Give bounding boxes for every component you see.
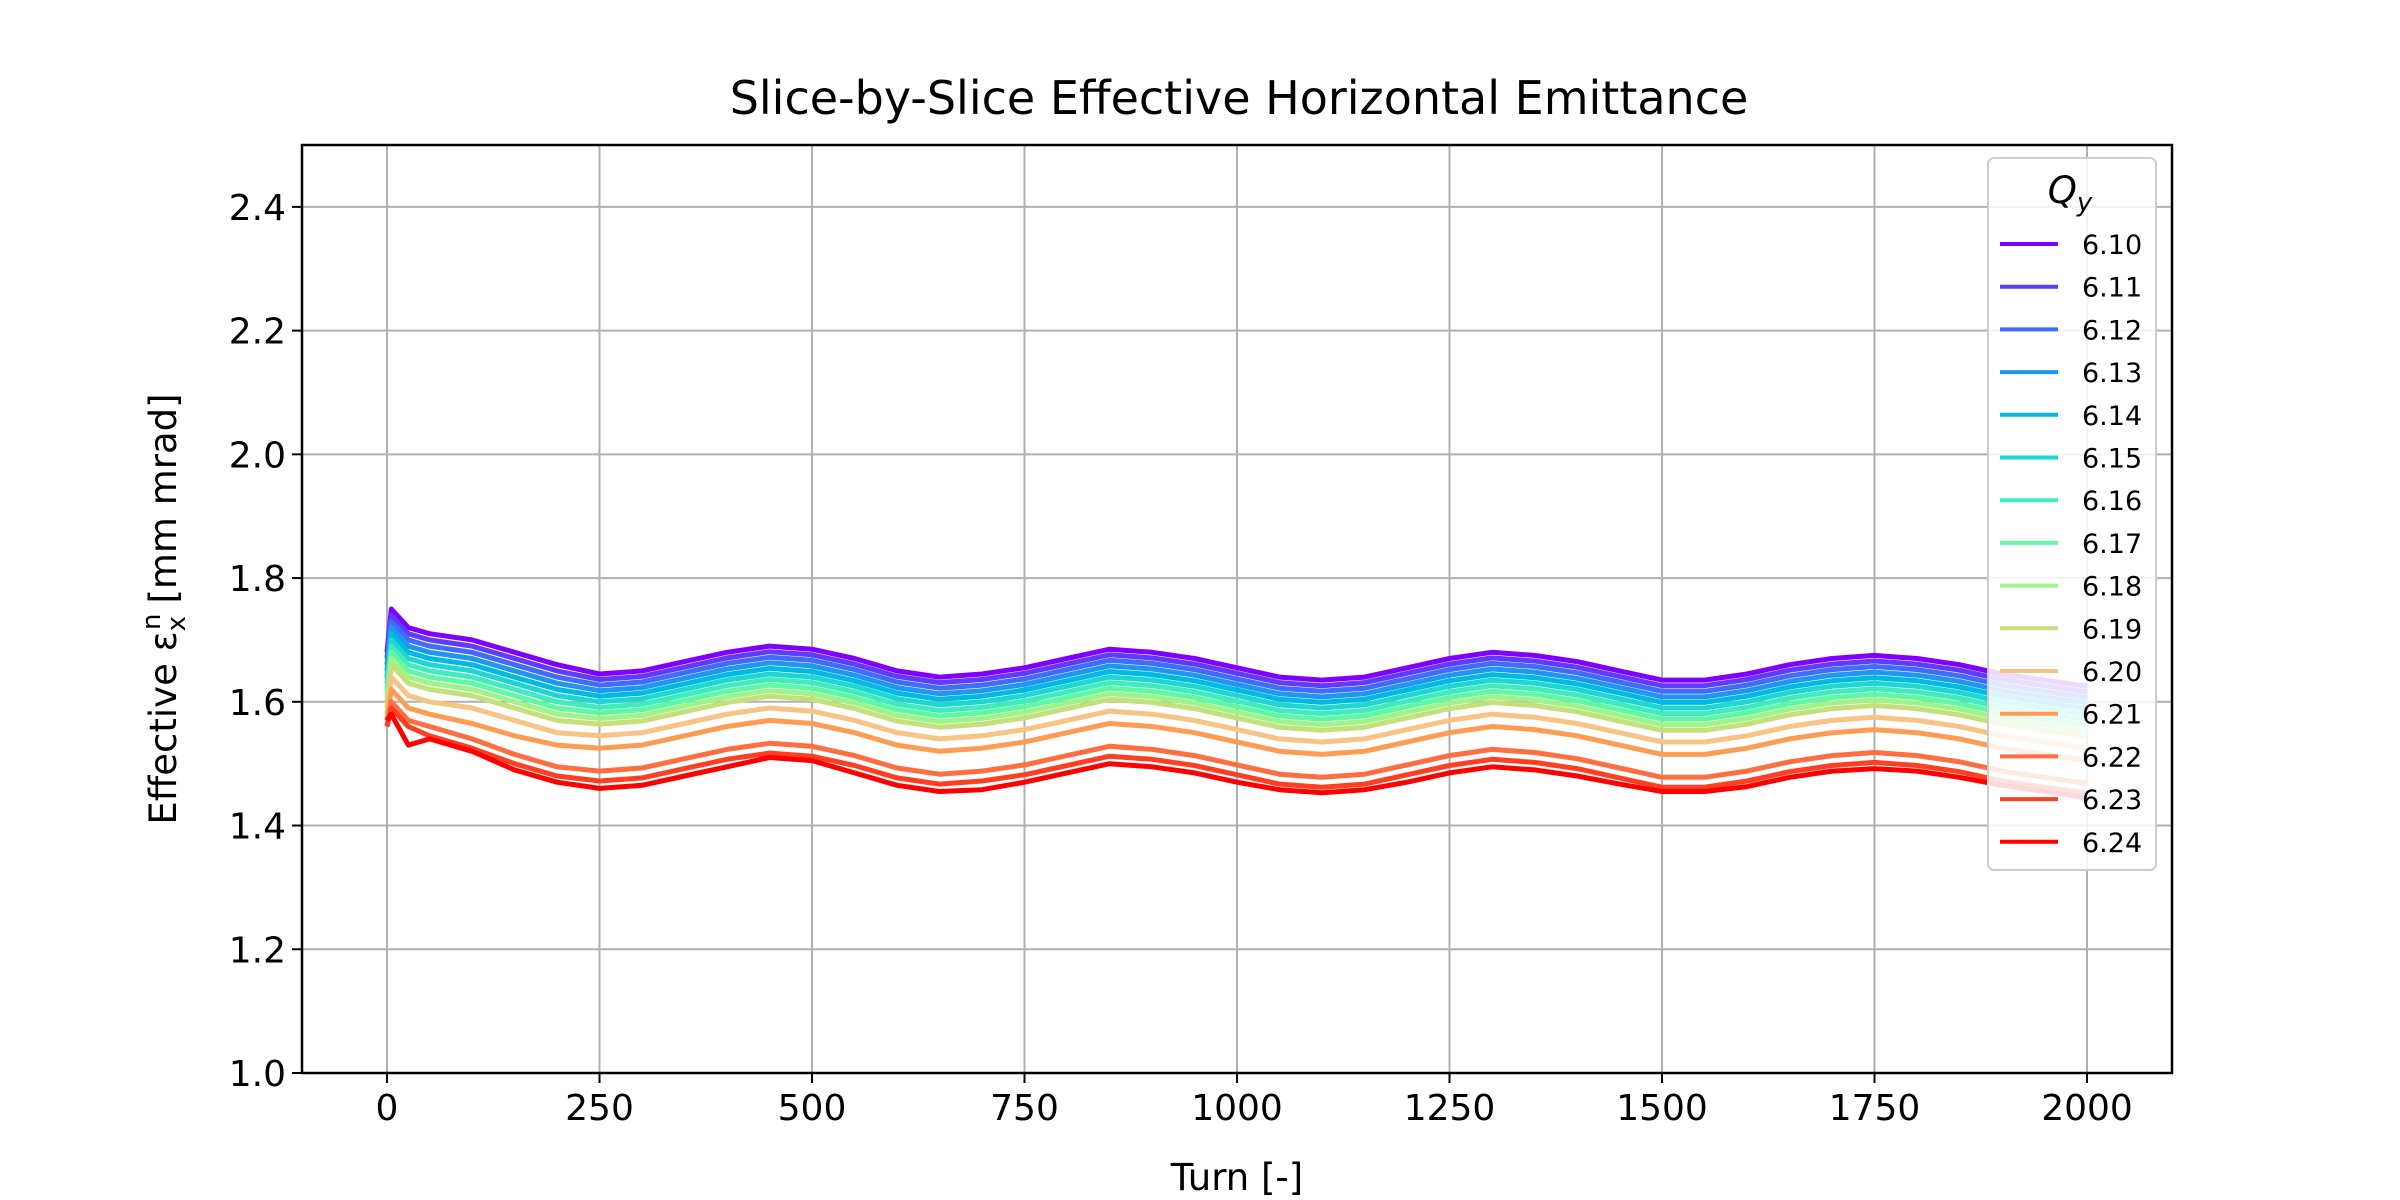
legend-entry: 6.23	[2082, 785, 2142, 816]
series-line-6.22	[384, 699, 2088, 786]
plot-frame	[300, 143, 2174, 1075]
legend-entry: 6.21	[2082, 700, 2142, 731]
legend-title-main: Q	[2048, 169, 2077, 212]
y-axis-label-unit: [mm mrad]	[142, 393, 185, 603]
series-line-6.23	[384, 705, 2088, 796]
x-tick-label: 250	[565, 1088, 634, 1129]
series-line-6.19	[384, 662, 2088, 739]
legend-entry: 6.17	[2082, 529, 2142, 560]
legend-entry: 6.10	[2082, 230, 2142, 261]
legend-entry: 6.18	[2082, 572, 2142, 603]
x-tick-label: 750	[990, 1088, 1059, 1129]
y-axis-label-sup: n	[137, 614, 167, 630]
y-axis-label: Effective εxn [mm mrad]	[137, 393, 192, 824]
y-tick-label: 2.4	[229, 188, 286, 229]
y-tick-label: 2.2	[229, 312, 286, 353]
legend-entry: 6.19	[2082, 614, 2142, 645]
series-line-6.12	[384, 618, 2088, 700]
y-axis-label-main: Effective ε	[142, 631, 185, 824]
legend-entry: 6.12	[2082, 315, 2142, 346]
series-line-6.24	[384, 711, 2088, 801]
legend-frame	[1987, 157, 2157, 871]
y-tick-label: 1.6	[229, 683, 286, 724]
series-line-6.21	[384, 686, 2088, 764]
legend: Qy 6.106.116.126.136.146.156.166.176.186…	[1987, 157, 2157, 871]
series-line-6.14	[384, 631, 2088, 712]
x-tick-label: 0	[376, 1088, 399, 1129]
legend-entry: 6.15	[2082, 444, 2142, 475]
series-group	[384, 606, 2088, 801]
series-line-6.13	[384, 625, 2088, 706]
y-tick-label: 1.8	[229, 559, 286, 600]
y-axis-label-sub: x	[162, 616, 192, 631]
legend-title-sub: y	[2076, 188, 2093, 218]
legend-entry: 6.11	[2082, 273, 2142, 304]
legend-entry: 6.14	[2082, 401, 2142, 432]
chart-title: Slice-by-Slice Effective Horizontal Emit…	[730, 71, 1749, 125]
series-line-6.15	[384, 637, 2088, 717]
x-axis-label: Turn [-]	[1170, 1156, 1303, 1199]
legend-items: 6.10 6.11 6.12 6.13 6.14 6.15 6.16 6.17 6.18 6.19…	[2000, 230, 2142, 859]
series-line-6.17	[384, 649, 2088, 728]
y-tick-label: 1.2	[229, 930, 286, 971]
legend-entry: 6.13	[2082, 358, 2142, 389]
x-tick-label: 1750	[1829, 1088, 1921, 1129]
y-tick-label: 2.0	[229, 435, 286, 476]
series-line-6.20	[384, 674, 2088, 751]
series-line-6.16	[384, 643, 2088, 723]
x-tick-label: 1250	[1404, 1088, 1496, 1129]
legend-entry: 6.16	[2082, 486, 2142, 517]
x-tick-label: 500	[778, 1088, 847, 1129]
legend-entry: 6.20	[2082, 657, 2142, 688]
x-tick-label: 1500	[1616, 1088, 1708, 1129]
legend-entry: 6.24	[2082, 828, 2142, 859]
x-axis: 0 250 500 750 1000 1250 1500 1750 2000	[376, 1073, 2133, 1129]
y-tick-label: 1.4	[229, 807, 286, 848]
legend-title: Qy	[2048, 169, 2093, 218]
series-line-6.18	[384, 656, 2088, 734]
x-tick-label: 1000	[1191, 1088, 1283, 1129]
y-axis: 1.0 1.2 1.4 1.6 1.8 2.0 2.2 2.4	[229, 188, 302, 1095]
y-tick-label: 1.0	[229, 1054, 286, 1095]
legend-entry: 6.22	[2082, 742, 2142, 773]
series-line-6.10	[384, 606, 2088, 689]
x-tick-label: 2000	[2041, 1088, 2133, 1129]
series-line-6.11	[384, 612, 2088, 695]
